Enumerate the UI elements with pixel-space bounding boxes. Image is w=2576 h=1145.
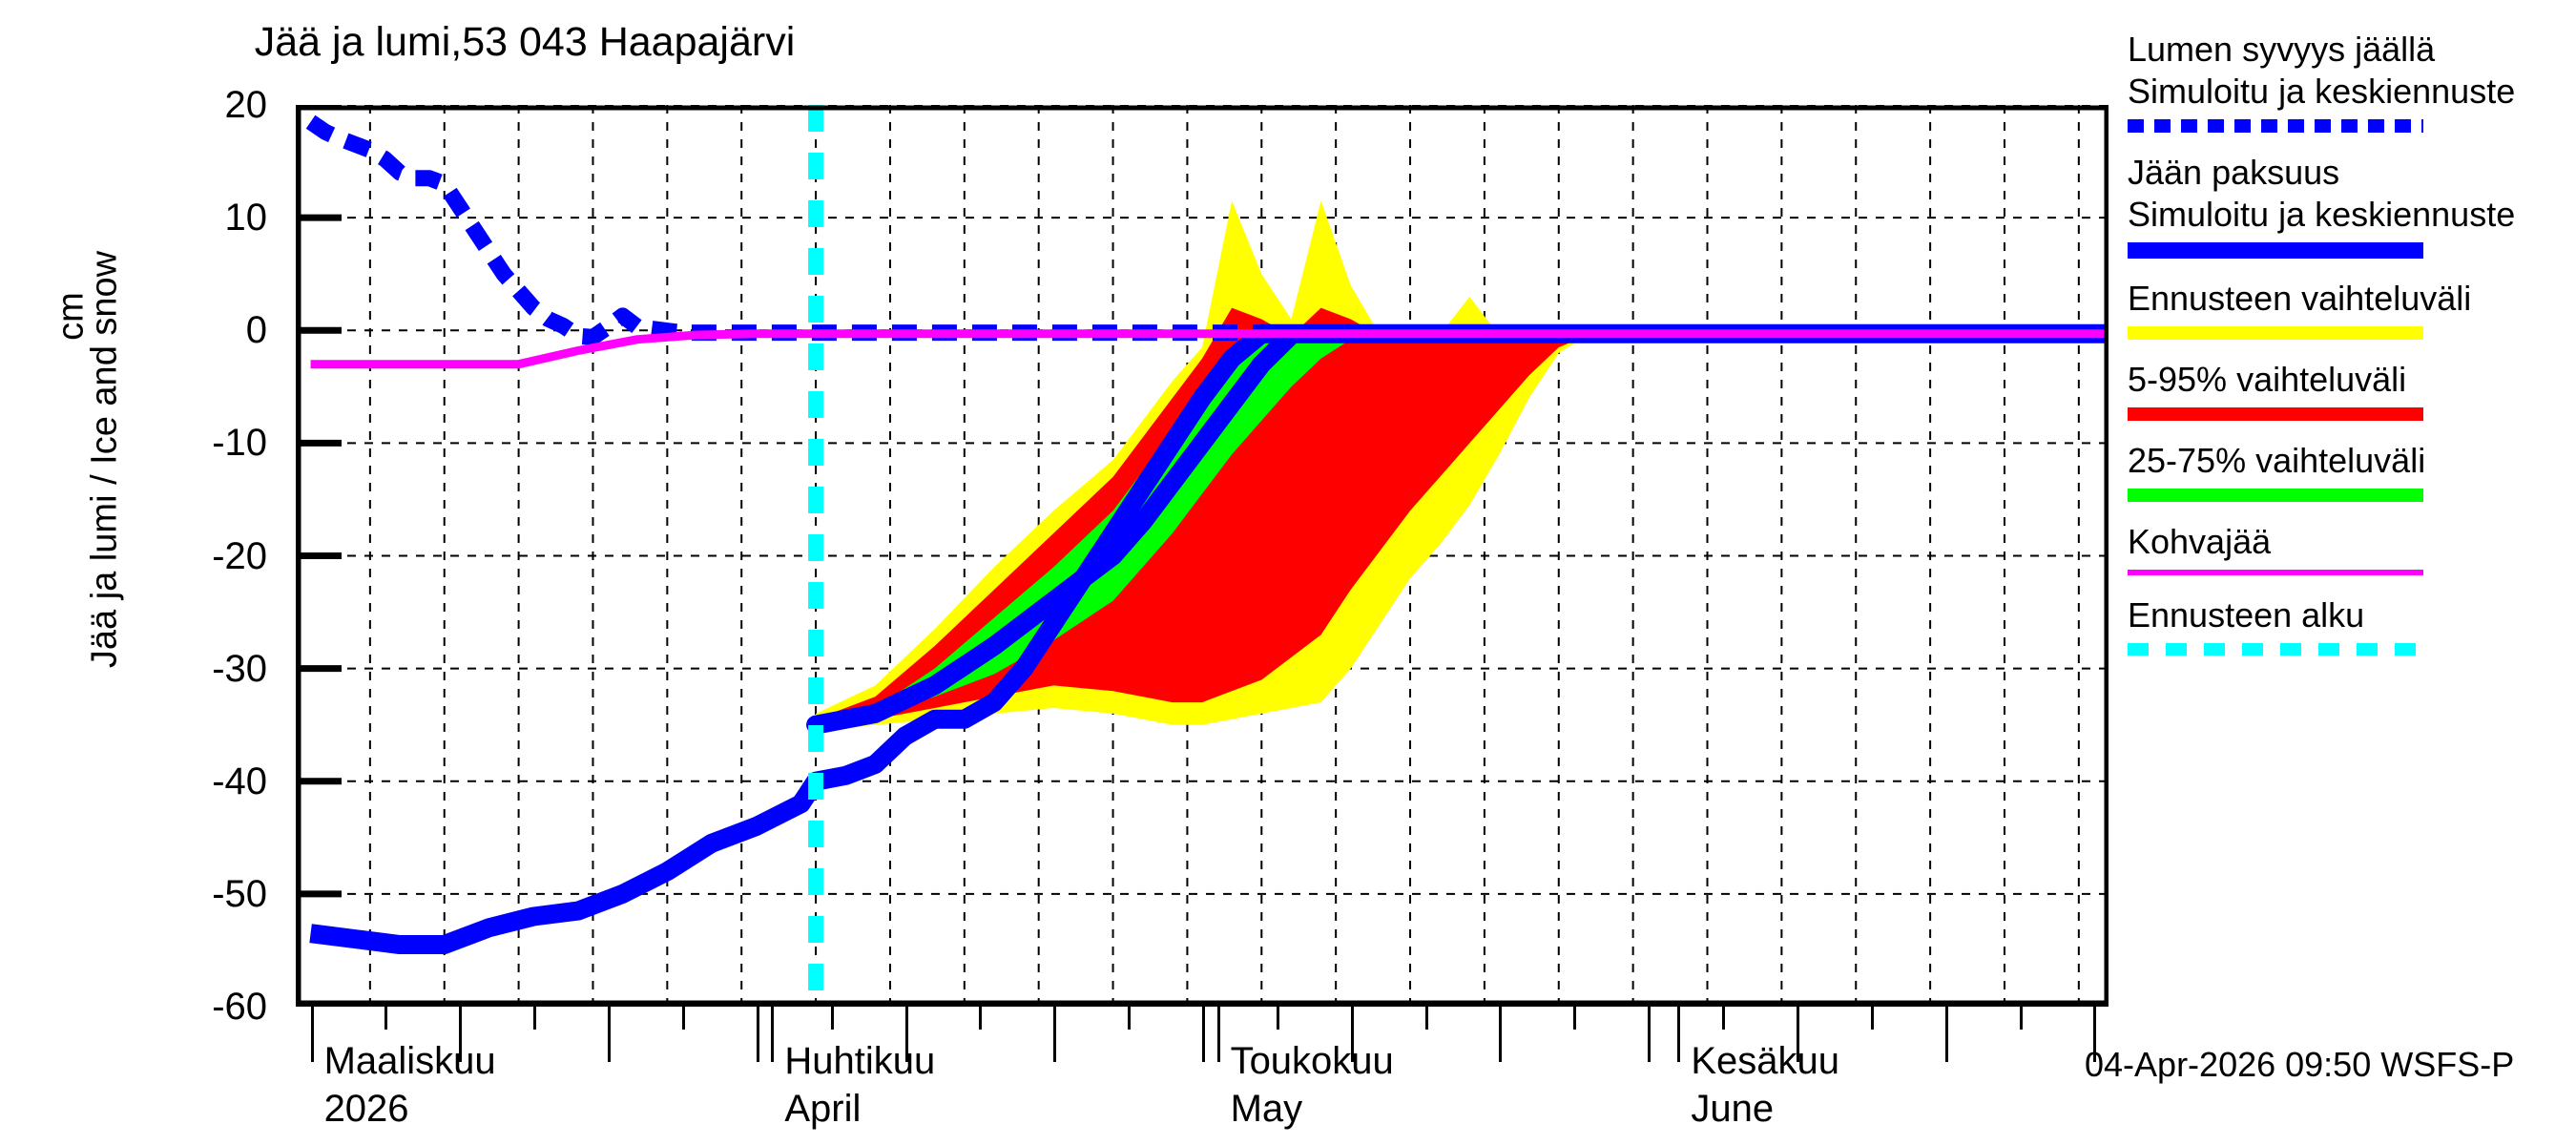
x-minor-tick: [384, 1007, 388, 1030]
y-tick-label: -20: [212, 534, 267, 577]
x-mid-tick: [1499, 1007, 1503, 1062]
x-minor-tick: [979, 1007, 983, 1030]
forecast-median-line: [806, 324, 1301, 735]
x-mid-tick: [310, 1007, 314, 1062]
x-mid-tick: [904, 1007, 908, 1062]
chart-legend: Lumen syvyys jäällä Simuloitu ja keskien…: [2128, 29, 2576, 675]
plot-area: [296, 105, 2109, 1007]
timestamp: 04-Apr-2026 09:50 WSFS-P: [2085, 1045, 2515, 1084]
y-axis-unit: cm: [51, 292, 92, 341]
legend-swatch-green: [2128, 489, 2423, 502]
x-minor-tick: [1722, 1007, 1726, 1030]
y-axis-label: Jää ja lumi / Ice and snow: [84, 250, 125, 669]
legend-swatch-solid-blue: [2128, 242, 2423, 259]
x-major-tick: [1677, 1007, 1681, 1062]
uncertainty-band: [816, 307, 1589, 728]
y-tick-label: -40: [212, 760, 267, 802]
x-mid-tick: [1350, 1007, 1354, 1062]
x-mid-tick: [756, 1007, 759, 1062]
x-mid-tick: [608, 1007, 612, 1062]
legend-item: Ennusteen vaihteluväli: [2128, 278, 2576, 340]
x-minor-tick: [1276, 1007, 1279, 1030]
chart-svg: [296, 105, 2109, 1007]
y-tick-label: -10: [212, 422, 267, 465]
x-minor-tick: [830, 1007, 834, 1030]
legend-swatch-red: [2128, 407, 2423, 421]
legend-title: Jään paksuus: [2128, 153, 2340, 192]
series-line: [309, 323, 2109, 955]
y-tick-label: -60: [212, 986, 267, 1028]
x-tick-label-en: April: [784, 1088, 862, 1130]
legend-title: Ennusteen alku: [2128, 595, 2365, 635]
legend-item: Lumen syvyys jäällä Simuloitu ja keskien…: [2128, 29, 2576, 133]
x-minor-tick: [1128, 1007, 1132, 1030]
legend-title: Lumen syvyys jäällä: [2128, 30, 2436, 69]
x-minor-tick: [1870, 1007, 1874, 1030]
x-minor-tick: [1573, 1007, 1577, 1030]
legend-subtitle: Simuloitu ja keskiennuste: [2128, 72, 2516, 111]
x-mid-tick: [1648, 1007, 1652, 1062]
legend-title: 5-95% vaihteluväli: [2128, 360, 2407, 399]
legend-swatch-yellow: [2128, 326, 2423, 340]
legend-subtitle: Simuloitu ja keskiennuste: [2128, 195, 2516, 234]
x-major-tick: [771, 1007, 775, 1062]
legend-swatch-dashed-cyan: [2128, 643, 2423, 656]
x-tick-label-fi: Huhtikuu: [784, 1040, 936, 1082]
x-mid-tick: [1944, 1007, 1948, 1062]
y-tick-label: -50: [212, 872, 267, 915]
x-mid-tick: [459, 1007, 463, 1062]
legend-item: 25-75% vaihteluväli: [2128, 440, 2576, 502]
x-tick-label-fi: Maaliskuu: [323, 1040, 496, 1082]
legend-swatch-magenta: [2128, 570, 2423, 575]
series-line: [305, 114, 2109, 345]
x-mid-tick: [1053, 1007, 1057, 1062]
x-mid-tick: [1796, 1007, 1799, 1062]
x-major-tick: [1216, 1007, 1220, 1062]
legend-item: Jään paksuus Simuloitu ja keskiennuste: [2128, 152, 2576, 259]
y-tick-label: 20: [224, 84, 268, 126]
x-tick-label-en: 2026: [323, 1088, 409, 1130]
x-minor-tick: [681, 1007, 685, 1030]
x-mid-tick: [2093, 1007, 2097, 1062]
x-tick-label-fi: Kesäkuu: [1691, 1040, 1840, 1082]
legend-item: 5-95% vaihteluväli: [2128, 359, 2576, 421]
legend-title: Ennusteen vaihteluväli: [2128, 279, 2472, 318]
x-tick-label-en: May: [1230, 1088, 1303, 1130]
series-line: [310, 329, 2109, 369]
legend-item: Ennusteen alku: [2128, 594, 2576, 656]
x-minor-tick: [2019, 1007, 2023, 1030]
page-title: Jää ja lumi,53 043 Haapajärvi: [254, 19, 796, 65]
y-tick-label: 10: [224, 197, 268, 239]
x-tick-label-en: June: [1691, 1088, 1775, 1130]
y-tick-label: 0: [245, 309, 267, 352]
x-mid-tick: [1202, 1007, 1205, 1062]
legend-swatch-dashed-blue: [2128, 119, 2423, 133]
legend-title: Kohvajää: [2128, 522, 2272, 561]
x-tick-label-fi: Toukokuu: [1230, 1040, 1394, 1082]
x-minor-tick: [1424, 1007, 1428, 1030]
x-minor-tick: [533, 1007, 537, 1030]
legend-title: 25-75% vaihteluväli: [2128, 441, 2426, 480]
y-tick-label: -30: [212, 647, 267, 690]
legend-item: Kohvajää: [2128, 521, 2576, 575]
